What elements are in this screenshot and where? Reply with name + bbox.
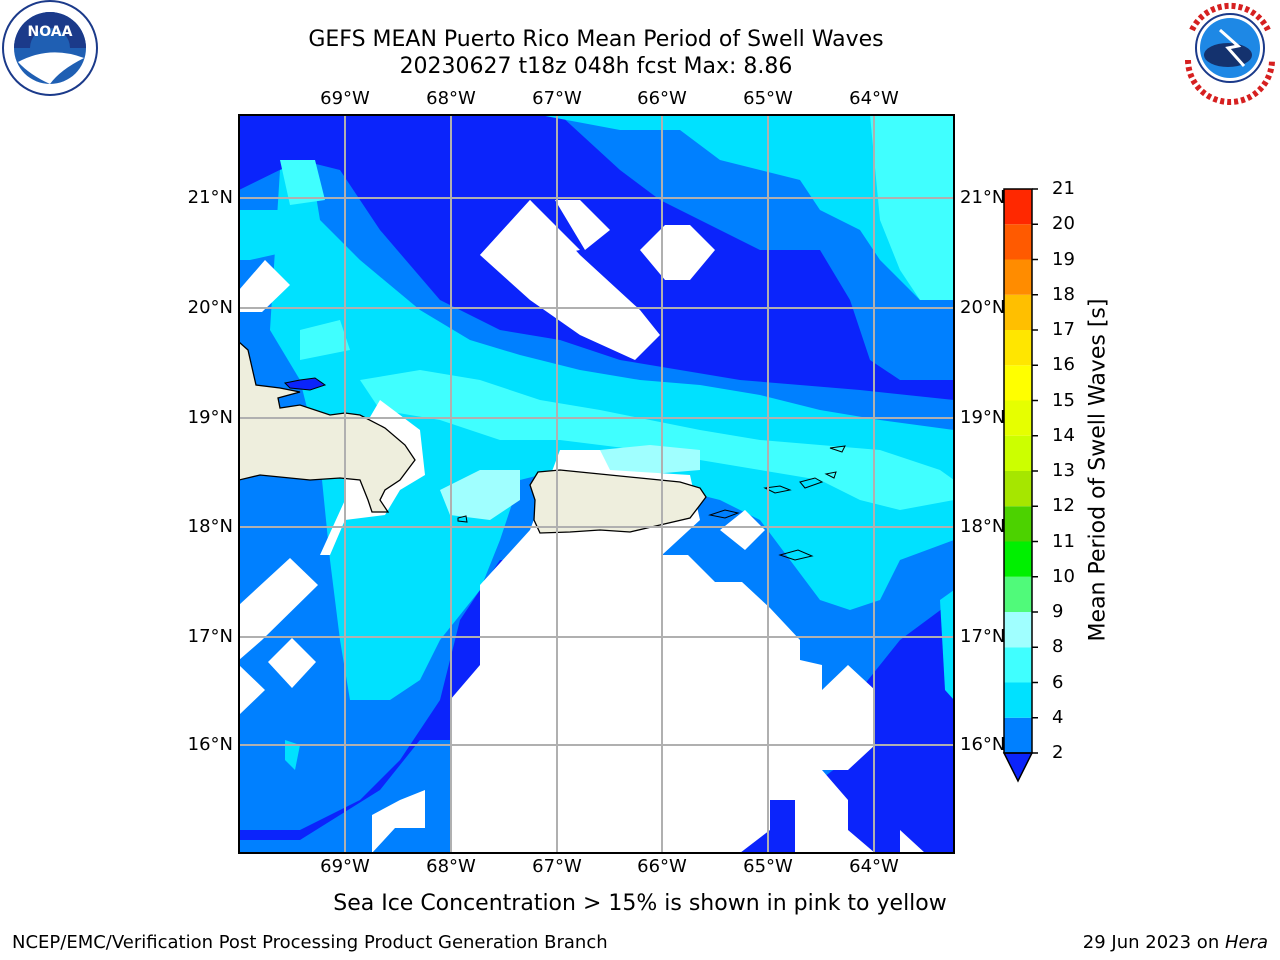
colorbar-tick-label: 18 [1052, 283, 1075, 305]
colorbar-bin [1004, 259, 1032, 295]
noaa-logo-text: NOAA [28, 24, 73, 40]
lat-label-left: 16°N [187, 734, 233, 755]
colorbar-tick-label: 15 [1052, 389, 1075, 411]
colorbar-tick-label: 4 [1052, 706, 1064, 728]
lon-label-bottom: 64°W [849, 856, 899, 877]
lon-label-top: 68°W [426, 88, 476, 109]
lon-label-top: 64°W [849, 88, 899, 109]
graticule [239, 115, 954, 853]
colorbar-tick-label: 13 [1052, 460, 1075, 481]
lat-label-right: 20°N [960, 297, 1006, 318]
colorbar-bin [1004, 647, 1032, 683]
colorbar-tick-label: 10 [1052, 565, 1075, 587]
lat-label-left: 19°N [187, 407, 233, 428]
colorbar-bin [1004, 541, 1032, 577]
lon-label-bottom: 69°W [320, 856, 370, 877]
figure-title-line2: 20230627 t18z 048h fcst Max: 8.86 [399, 54, 793, 79]
colorbar-bin [1004, 400, 1032, 436]
lat-label-right: 21°N [960, 187, 1006, 208]
colorbar-tick-label: 19 [1052, 248, 1075, 270]
lat-label-right: 18°N [960, 516, 1006, 537]
lat-label-left: 20°N [187, 297, 233, 318]
colorbar-tick-label: 2 [1052, 742, 1064, 763]
swell-period-field [239, 115, 954, 853]
colorbar-bin [1004, 506, 1032, 542]
lon-label-bottom: 68°W [426, 856, 476, 877]
sea-ice-note: Sea Ice Concentration > 15% is shown in … [333, 891, 947, 916]
colorbar-tick-label: 17 [1052, 319, 1075, 340]
lon-label-top: 69°W [320, 88, 370, 109]
colorbar-label: Mean Period of Swell Waves [s] [1085, 298, 1111, 642]
lat-label-right: 17°N [960, 626, 1006, 647]
colorbar-bin [1004, 471, 1032, 507]
run-date: 29 Jun 2023 on [1082, 932, 1225, 953]
colorbar-bin [1004, 294, 1032, 330]
lon-label-top: 66°W [637, 88, 687, 109]
colorbar-tick-label: 12 [1052, 495, 1075, 517]
nws-logo [1183, 1, 1277, 105]
colorbar-bin [1004, 224, 1032, 260]
colorbar-bin [1004, 682, 1032, 718]
colorbar-tick-label: 20 [1052, 213, 1075, 235]
lat-label-right: 19°N [960, 407, 1006, 428]
colorbar-tick-label: 11 [1052, 530, 1075, 552]
producer-credit: NCEP/EMC/Verification Post Processing Pr… [12, 932, 608, 953]
colorbar [1002, 188, 1038, 783]
lat-label-right: 16°N [960, 734, 1006, 755]
colorbar-bin [1004, 717, 1032, 753]
colorbar-tick-label: 9 [1052, 601, 1064, 622]
lon-label-bottom: 67°W [532, 856, 582, 877]
colorbar-bin [1004, 576, 1032, 612]
colorbar-bin [1004, 189, 1032, 225]
colorbar-tick-label: 21 [1052, 178, 1075, 199]
lat-label-left: 21°N [187, 187, 233, 208]
map-frame [238, 114, 955, 854]
machine-name: Hera [1224, 932, 1268, 953]
colorbar-tick-label: 8 [1052, 636, 1064, 658]
lon-label-top: 67°W [532, 88, 582, 109]
lon-label-top: 65°W [743, 88, 793, 109]
colorbar-tick-label: 14 [1052, 424, 1075, 446]
run-date-credit: 29 Jun 2023 on Hera [1083, 932, 1268, 953]
colorbar-bin [1004, 435, 1032, 471]
colorbar-bin [1004, 330, 1032, 366]
lat-label-left: 17°N [187, 626, 233, 647]
noaa-logo: NOAA [2, 0, 98, 96]
figure-title-line1: GEFS MEAN Puerto Rico Mean Period of Swe… [308, 27, 884, 52]
colorbar-tick-label: 16 [1052, 354, 1075, 376]
colorbar-tick-label: 6 [1052, 671, 1064, 693]
colorbar-area [1002, 186, 1036, 756]
colorbar-bin [1004, 365, 1032, 401]
lon-label-bottom: 65°W [743, 856, 793, 877]
colorbar-extend-min [1002, 752, 1034, 783]
lat-label-left: 18°N [187, 516, 233, 537]
colorbar-bin [1004, 612, 1032, 648]
lon-label-bottom: 66°W [637, 856, 687, 877]
